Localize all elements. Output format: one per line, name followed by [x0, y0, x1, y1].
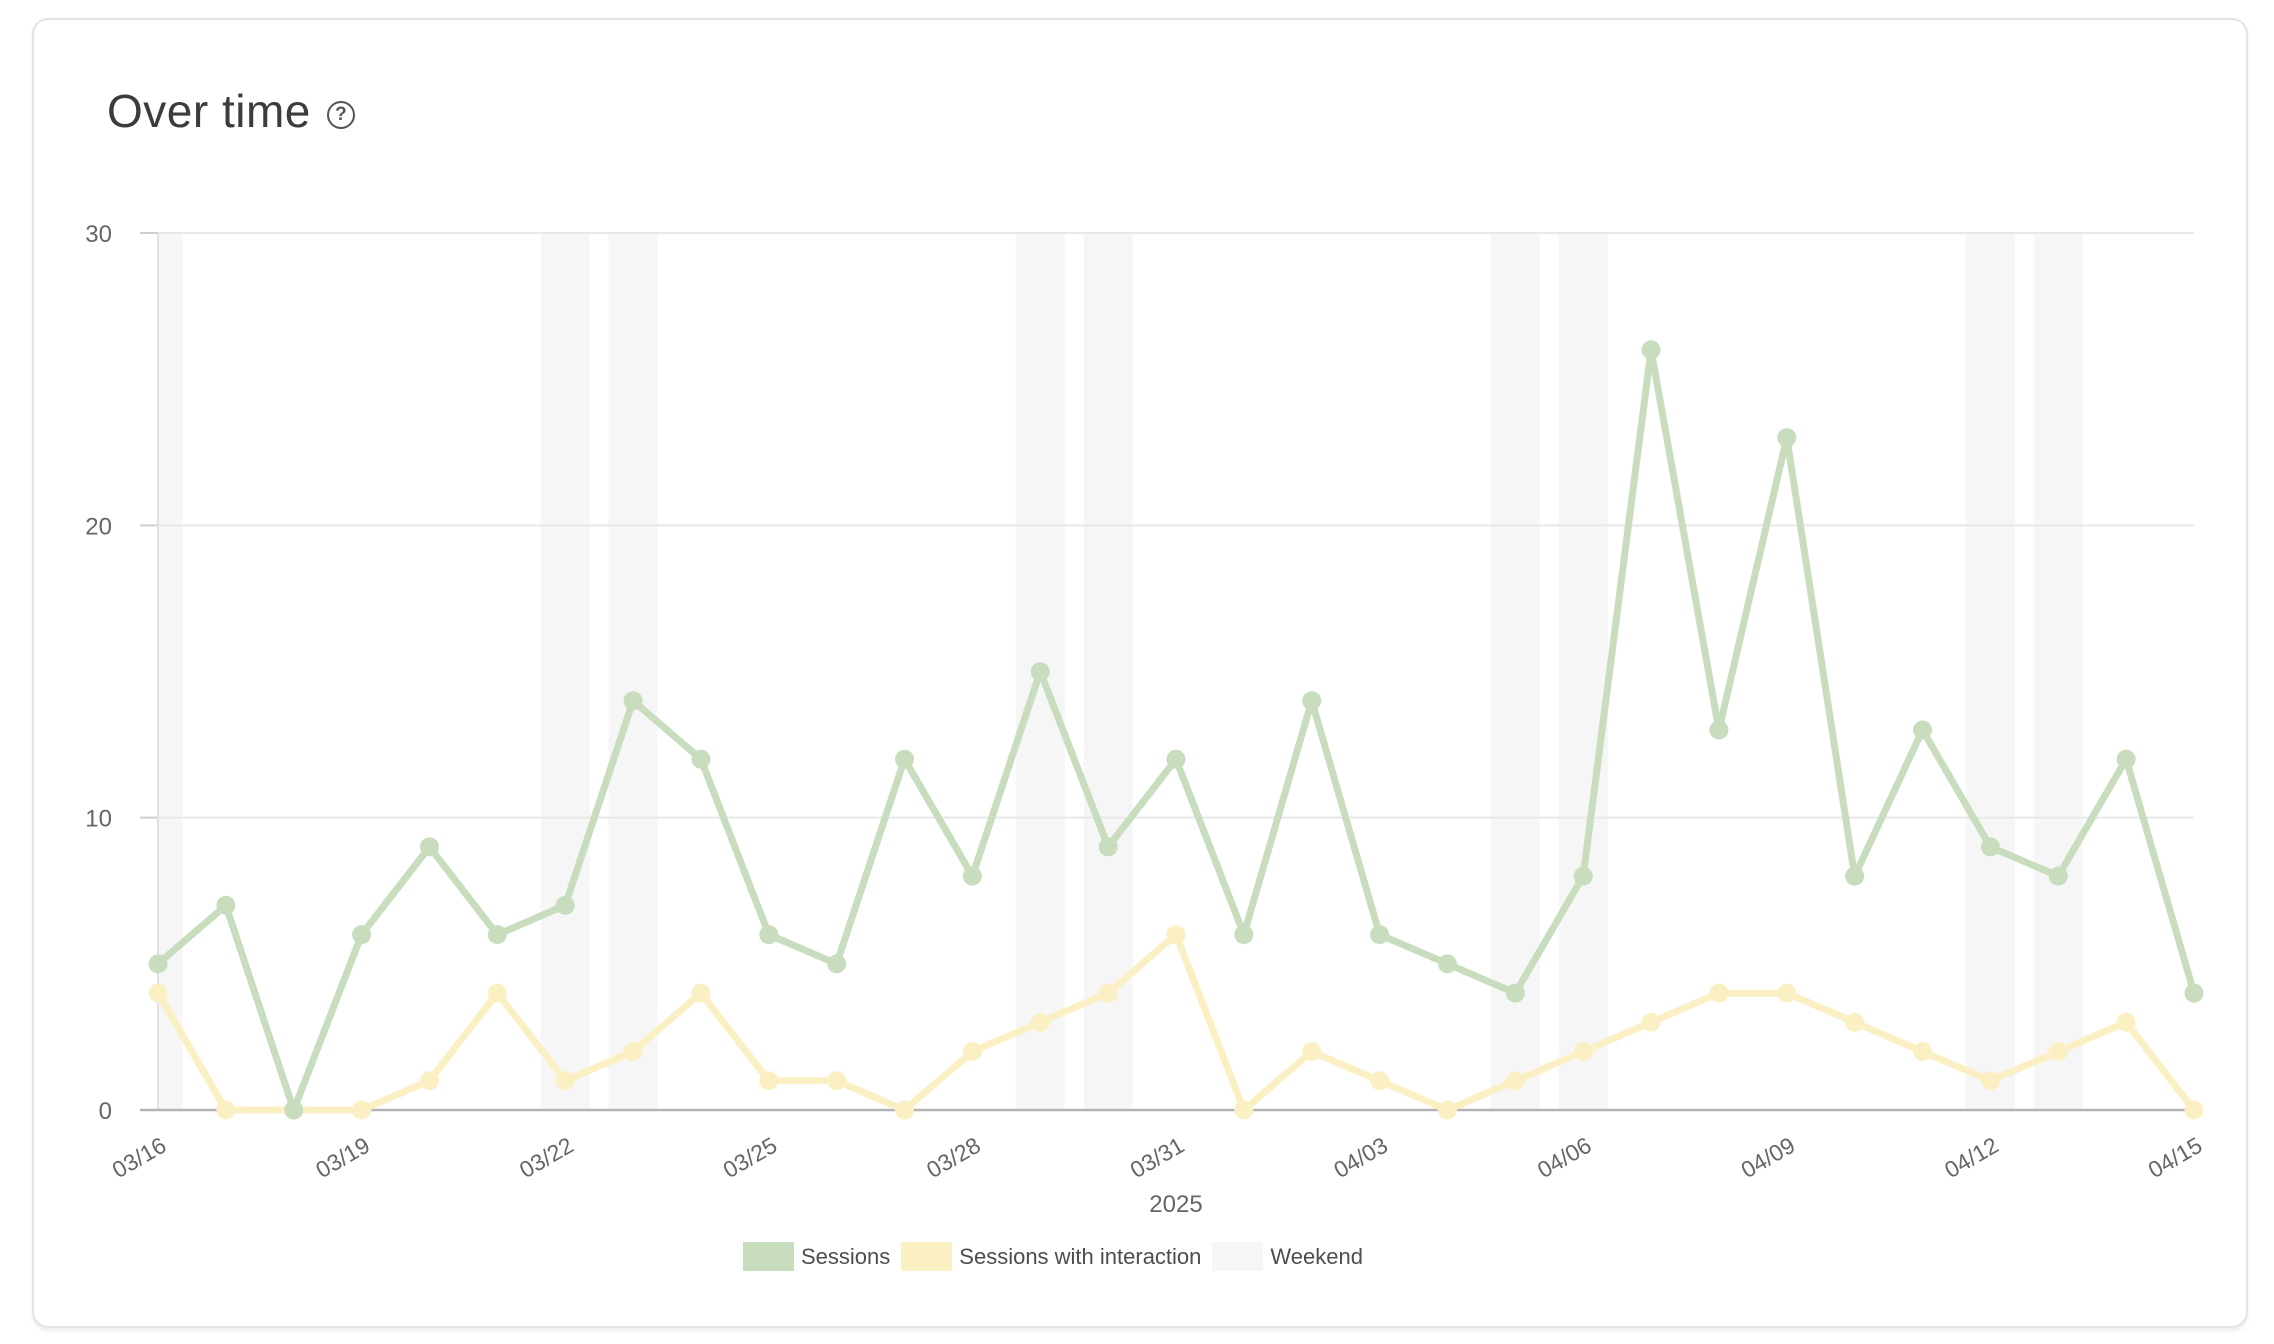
svg-text:03/25: 03/25 — [718, 1132, 781, 1183]
legend-item-sessions-with-interaction[interactable]: Sessions with interaction — [901, 1242, 1201, 1271]
card-header: Over time ? — [107, 86, 355, 136]
chart-legend: Sessions Sessions with interaction Weeke… — [743, 1242, 1374, 1271]
legend-item-weekend[interactable]: Weekend — [1212, 1242, 1363, 1271]
svg-text:03/16: 03/16 — [108, 1132, 171, 1183]
x-axis-labels: 03/16 03/19 03/22 03/25 03/28 03/31 04/03 04/06… — [108, 1132, 2207, 1183]
sessions-swatch — [743, 1242, 794, 1271]
legend-item-sessions[interactable]: Sessions — [743, 1242, 890, 1271]
legend-label-sessions-with-interaction: Sessions with interaction — [959, 1244, 1202, 1269]
svg-text:04/12: 04/12 — [1940, 1132, 2003, 1183]
svg-text:04/06: 04/06 — [1533, 1132, 1596, 1183]
svg-text:03/19: 03/19 — [311, 1132, 374, 1183]
sessions-with-interaction-swatch — [901, 1242, 953, 1271]
help-icon[interactable]: ? — [326, 101, 355, 129]
svg-text:03/31: 03/31 — [1126, 1132, 1189, 1183]
svg-text:0: 0 — [99, 1098, 112, 1125]
svg-text:10: 10 — [85, 806, 112, 833]
svg-text:20: 20 — [85, 513, 112, 540]
svg-text:04/09: 04/09 — [1736, 1132, 1799, 1183]
x-axis-year-label: 2025 — [1149, 1191, 1202, 1218]
weekend-bands — [158, 233, 2083, 1110]
y-axis-labels: 0 10 20 30 — [85, 221, 112, 1125]
legend-label-sessions: Sessions — [801, 1244, 891, 1269]
svg-text:30: 30 — [85, 221, 112, 248]
chart-title: Over time — [107, 85, 311, 137]
svg-text:03/22: 03/22 — [515, 1132, 578, 1183]
svg-text:2025: 2025 — [1149, 1191, 1202, 1218]
gridlines — [158, 232, 2194, 819]
weekend-swatch — [1212, 1242, 1264, 1271]
series-sessions — [148, 340, 2204, 1120]
series-sessions-with-interaction — [148, 925, 2204, 1120]
svg-text:04/03: 04/03 — [1329, 1132, 1392, 1183]
legend-label-weekend: Weekend — [1270, 1244, 1363, 1269]
svg-text:04/15: 04/15 — [2144, 1132, 2207, 1183]
svg-text:03/28: 03/28 — [922, 1132, 985, 1183]
y-axis-ticks — [140, 232, 158, 819]
